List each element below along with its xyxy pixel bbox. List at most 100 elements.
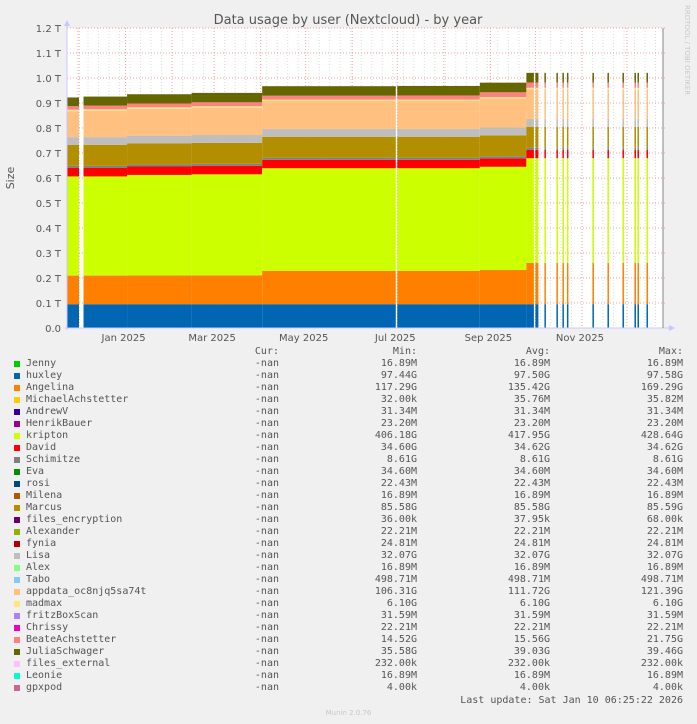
area-angelina [607, 262, 609, 305]
legend-min: 34.60M [380, 466, 417, 477]
legend-min: 6.10G [386, 598, 417, 609]
legend-row: Alexander -nan 22.21M 22.21M 22.21M [0, 526, 697, 538]
area-kripton [607, 158, 609, 263]
legend-min: 406.18G [374, 430, 417, 441]
legend-series-name: JuliaSchwager [26, 646, 105, 657]
legend-avg: 135.42G [507, 382, 550, 393]
area-schimitze [397, 157, 480, 160]
area-lisa [622, 118, 624, 127]
area-angelina [191, 275, 263, 305]
legend-max: 16.89M [646, 490, 683, 501]
area-appdata-oc8njq5sa74t [646, 89, 648, 119]
legend-swatch [14, 361, 20, 367]
area-beateachstetter [83, 105, 128, 110]
legend-min: 16.89M [380, 670, 417, 681]
legend-min: 16.89M [380, 490, 417, 501]
area-marcus [556, 126, 558, 148]
legend-max: 428.64G [640, 430, 683, 441]
area-kripton [556, 158, 558, 263]
area-marcus [566, 126, 569, 148]
legend-cur: -nan [254, 562, 279, 573]
legend-max: 34.60M [646, 466, 683, 477]
legend-swatch [14, 505, 20, 511]
area-angelina [592, 262, 594, 305]
area-kripton [526, 158, 534, 263]
legend-cur: -nan [254, 370, 279, 381]
area-beateachstetter [479, 92, 527, 98]
legend-swatch [14, 541, 20, 547]
header-cur: Cur: [254, 346, 279, 357]
area-angelina [556, 262, 558, 305]
legend-cur: -nan [254, 622, 279, 633]
x-tick-label: May 2025 [279, 333, 328, 344]
y-tick-label: 0.5 T [36, 199, 62, 210]
area-huxley [544, 304, 546, 328]
area-appdata-oc8njq5sa74t [592, 89, 594, 119]
area-david [637, 149, 639, 159]
area-angelina [397, 270, 480, 305]
legend-min: 106.31G [374, 586, 417, 597]
legend-min: 36.00k [380, 514, 417, 525]
area-david [397, 159, 480, 169]
legend-min: 31.59M [380, 610, 417, 621]
legend-row: Milena -nan 16.89M 16.89M 16.89M [0, 490, 697, 502]
legend-row: David -nan 34.60G 34.62G 34.62G [0, 442, 697, 454]
legend-min: 117.29G [374, 382, 417, 393]
area-schimitze [544, 147, 546, 150]
area-marcus [83, 144, 128, 166]
area-lisa [556, 118, 558, 127]
area-kripton [479, 166, 527, 271]
legend-series-name: Marcus [26, 502, 63, 513]
legend-avg: 37.95k [513, 514, 550, 525]
legend-min: 22.21M [380, 526, 417, 537]
area-marcus [526, 126, 534, 148]
area-angelina [83, 275, 128, 305]
area-schimitze [67, 165, 80, 168]
area-schimitze [622, 147, 624, 150]
area-huxley [562, 304, 564, 328]
legend-max: 23.20M [646, 418, 683, 429]
legend-max: 169.29G [640, 382, 683, 393]
legend-series-name: HenrikBauer [26, 418, 93, 429]
area-angelina [634, 262, 636, 305]
area-beateachstetter [67, 106, 80, 110]
y-axis-label: Size [4, 166, 17, 189]
legend-avg: 34.62G [513, 442, 550, 453]
legend-avg: 23.20M [513, 418, 550, 429]
area-david [191, 165, 263, 175]
legend-cur: -nan [254, 466, 279, 477]
area-beateachstetter [556, 82, 558, 88]
legend-row: Eva -nan 34.60M 34.60M 34.60M [0, 466, 697, 478]
area-madmax [83, 109, 128, 111]
y-tick-label: 0.2 T [36, 274, 62, 285]
area-marcus [637, 126, 639, 148]
legend-series-name: files_external [26, 658, 111, 669]
area-madmax [637, 87, 639, 90]
legend-min: 4.00k [386, 682, 417, 693]
legend-swatch [14, 373, 20, 379]
area-appdata-oc8njq5sa74t [67, 111, 80, 138]
legend-row: Angelina -nan 117.29G 135.42G 169.29G [0, 382, 697, 394]
area-huxley [191, 304, 263, 328]
area-david [262, 159, 396, 169]
legend-avg: 35.76M [513, 394, 550, 405]
legend-min: 16.89M [380, 562, 417, 573]
legend-series-name: Jenny [26, 358, 57, 369]
legend-avg: 22.43M [513, 478, 550, 489]
x-tick-label: Jan 2025 [101, 333, 146, 344]
area-schimitze [262, 157, 396, 160]
area-david [566, 149, 569, 159]
legend-avg: 97.50G [513, 370, 550, 381]
header-min: Min: [392, 346, 417, 357]
area-appdata-oc8njq5sa74t [556, 89, 558, 119]
area-huxley [622, 304, 624, 328]
area-kripton [262, 168, 396, 271]
legend-series-name: madmax [26, 598, 63, 609]
legend-cur: -nan [254, 430, 279, 441]
legend-max: 232.00k [640, 658, 683, 669]
legend-avg: 16.89M [513, 490, 550, 501]
area-schimitze [592, 147, 594, 150]
area-marcus [544, 126, 546, 148]
area-david [127, 166, 192, 175]
legend-max: 24.81M [646, 538, 683, 549]
